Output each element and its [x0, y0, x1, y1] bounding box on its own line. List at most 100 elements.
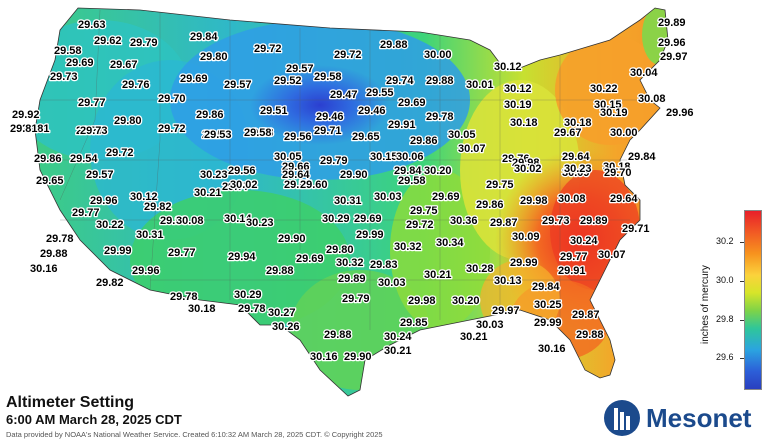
us-outline	[34, 7, 669, 397]
station-value-label: 29.82	[144, 201, 172, 213]
station-value-label: 29.72	[106, 147, 134, 159]
station-value-label: 30.28	[466, 263, 494, 275]
station-value-label: 29.52	[274, 75, 302, 87]
station-value-label: 29.58	[54, 45, 82, 57]
station-value-label: 29.86	[476, 199, 504, 211]
station-value-label: 29.69	[66, 57, 94, 69]
station-value-label: 29.77	[72, 207, 100, 219]
station-value-label: 30.14	[224, 213, 252, 225]
station-value-label: 29.53	[202, 129, 230, 141]
station-value-label: 29.84	[394, 165, 422, 177]
station-value-label: 29.79	[342, 293, 370, 305]
station-value-label: 29.69	[180, 73, 208, 85]
station-value-label: 30.08	[638, 93, 666, 105]
station-value-label: 30.19	[504, 99, 532, 111]
station-value-label: 29.96	[658, 37, 686, 49]
station-value-label: 29.73	[80, 125, 108, 137]
station-value-label: 29.78	[170, 291, 198, 303]
station-value-label: 29.88	[426, 75, 454, 87]
mesonet-emblem-icon	[604, 400, 640, 436]
station-value-label: 30.00	[424, 49, 452, 61]
legend-tick-label: 30.2	[716, 236, 734, 246]
station-value-label: 29.65	[36, 175, 64, 187]
station-value-label: 30.03	[374, 191, 402, 203]
station-value-label: 29.92	[12, 109, 40, 121]
legend-color-bar	[744, 210, 762, 390]
station-value-label: 29.87	[572, 309, 600, 321]
map-subtitle: 6:00 AM March 28, 2025 CDT	[6, 412, 182, 427]
station-value-label: 30.19	[600, 107, 628, 119]
station-value-label: 29.85	[400, 317, 428, 329]
station-value-label: 30.23	[200, 169, 228, 181]
station-value-label: 30.08	[176, 215, 204, 227]
station-value-label: 30.20	[424, 165, 452, 177]
station-value-label: 29.77	[222, 181, 250, 193]
station-value-label: 29.94	[228, 251, 256, 263]
station-value-label: 29.76	[502, 153, 530, 165]
state-borders	[40, 9, 660, 330]
station-value-label: 29.86	[410, 135, 438, 147]
station-value-label: 29.80	[326, 244, 354, 256]
station-value-label: 29.99	[104, 245, 132, 257]
station-value-label: 30.05	[274, 151, 302, 163]
station-value-label: 29.97	[492, 305, 520, 317]
station-value-label: 29.78	[46, 233, 74, 245]
station-value-label: 30.02	[230, 179, 258, 191]
station-value-label: 29.67	[110, 59, 138, 71]
station-value-label: 30.27	[268, 307, 296, 319]
station-value-label: 29.57	[86, 169, 114, 181]
station-value-label: 29.72	[334, 49, 362, 61]
station-value-label: 29.91	[388, 119, 416, 131]
station-value-label: 29.87	[490, 217, 518, 229]
station-value-label: 29.46	[358, 105, 386, 117]
station-value-label: 29.89	[338, 273, 366, 285]
station-value-label: 29.96	[90, 195, 118, 207]
station-value-label: 30.03	[378, 277, 406, 289]
station-value-label: 29.97	[660, 51, 688, 63]
station-value-label: 29.76	[122, 79, 150, 91]
station-value-label: 30.08	[558, 193, 586, 205]
station-value-label: 30.16	[310, 351, 338, 363]
station-value-label: 30.02	[514, 163, 542, 175]
station-value-label: 29.58	[244, 127, 272, 139]
station-value-label: 29.62	[94, 35, 122, 47]
station-value-label: 30.07	[458, 143, 486, 155]
data-credit: Data provided by NOAA's National Weather…	[6, 430, 383, 439]
station-value-label: 30.21	[460, 331, 488, 343]
station-value-label: 29.78	[426, 111, 454, 123]
station-value-label: 30.12	[504, 83, 532, 95]
station-value-label: 29.88	[266, 265, 294, 277]
station-value-label: 30.21	[424, 269, 452, 281]
station-value-label: 29.96	[132, 265, 160, 277]
station-value-label: 29.53	[204, 129, 232, 141]
station-value-label: 29.80	[200, 51, 228, 63]
legend-tick-label: 29.6	[716, 352, 734, 362]
station-value-label: 29.84	[532, 281, 560, 293]
station-value-label: 30.31	[136, 229, 164, 241]
station-value-label: 29.51	[260, 105, 288, 117]
station-value-label: 30.09	[512, 231, 540, 243]
station-value-label: 30.05	[448, 129, 476, 141]
station-value-label: 29.64	[610, 193, 638, 205]
station-value-label: 29.90	[278, 233, 306, 245]
station-value-label: 30.18	[188, 303, 216, 315]
station-value-label: 29.73	[542, 215, 570, 227]
station-value-label: 29.77	[560, 251, 588, 263]
legend-tick-mark	[740, 281, 744, 282]
station-value-label: 29.89	[658, 17, 686, 29]
station-value-label: 30.26	[272, 321, 300, 333]
station-value-label: 30.06	[396, 151, 424, 163]
station-value-label: 29.69	[296, 253, 324, 265]
station-value-label: 30.36	[450, 215, 478, 227]
station-value-label: 29.63	[78, 19, 106, 31]
station-value-label: 29.90	[340, 169, 368, 181]
station-value-label: 30.12	[494, 61, 522, 73]
station-value-label: 29.99	[356, 229, 384, 241]
station-value-label: 30.32	[394, 241, 422, 253]
station-value-label: 30.03	[476, 319, 504, 331]
station-value-label: 30.23	[246, 217, 274, 229]
station-value-label: 30.21	[384, 345, 412, 357]
station-value-label: 29.66	[282, 161, 310, 173]
station-value-label: 30.23	[564, 163, 592, 175]
